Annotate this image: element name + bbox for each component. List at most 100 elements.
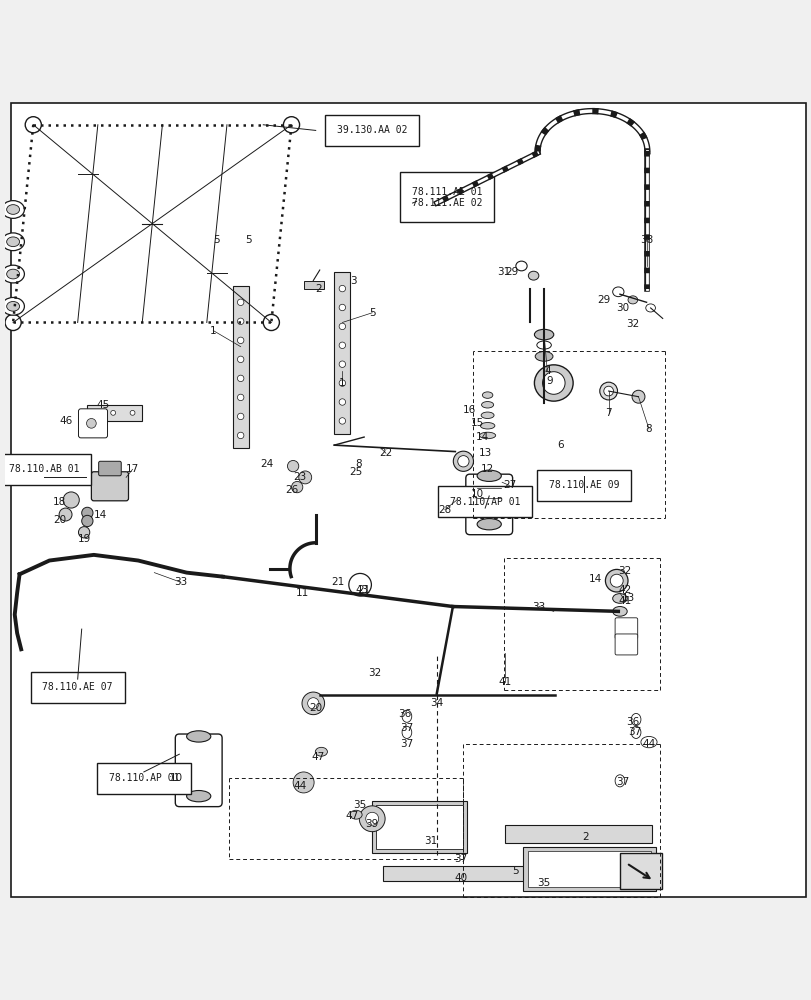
Text: 31: 31 bbox=[424, 836, 437, 846]
Text: 45: 45 bbox=[97, 400, 110, 410]
FancyBboxPatch shape bbox=[619, 853, 661, 889]
Text: 8: 8 bbox=[645, 424, 651, 434]
Circle shape bbox=[59, 508, 72, 521]
Ellipse shape bbox=[515, 261, 526, 271]
Circle shape bbox=[82, 507, 93, 519]
FancyBboxPatch shape bbox=[97, 763, 191, 794]
Circle shape bbox=[263, 314, 279, 331]
Ellipse shape bbox=[627, 296, 637, 304]
Ellipse shape bbox=[2, 233, 24, 251]
Circle shape bbox=[339, 361, 345, 367]
Circle shape bbox=[287, 460, 298, 472]
FancyBboxPatch shape bbox=[98, 461, 121, 476]
Text: 35: 35 bbox=[537, 878, 550, 888]
Ellipse shape bbox=[612, 594, 626, 603]
Text: 37: 37 bbox=[615, 777, 629, 787]
Text: 13: 13 bbox=[478, 448, 491, 458]
Ellipse shape bbox=[605, 569, 627, 592]
FancyBboxPatch shape bbox=[232, 286, 248, 448]
Circle shape bbox=[130, 410, 135, 415]
Ellipse shape bbox=[401, 726, 411, 738]
FancyBboxPatch shape bbox=[79, 409, 107, 438]
Circle shape bbox=[79, 527, 90, 538]
Circle shape bbox=[237, 413, 243, 420]
Ellipse shape bbox=[457, 456, 469, 467]
Text: 21: 21 bbox=[330, 577, 344, 587]
Circle shape bbox=[339, 323, 345, 330]
Circle shape bbox=[237, 318, 243, 325]
FancyBboxPatch shape bbox=[92, 472, 128, 501]
Circle shape bbox=[237, 337, 243, 344]
Text: 5: 5 bbox=[511, 866, 517, 876]
Text: 32: 32 bbox=[625, 319, 639, 329]
Ellipse shape bbox=[479, 432, 495, 439]
Circle shape bbox=[63, 492, 79, 508]
FancyBboxPatch shape bbox=[303, 281, 324, 289]
FancyBboxPatch shape bbox=[615, 618, 637, 639]
Text: 41: 41 bbox=[498, 677, 512, 687]
Ellipse shape bbox=[401, 710, 411, 722]
Circle shape bbox=[358, 806, 384, 832]
Text: 22: 22 bbox=[379, 448, 392, 458]
Text: 20: 20 bbox=[54, 515, 67, 525]
Text: 78.110.AP 01: 78.110.AP 01 bbox=[449, 497, 520, 507]
Text: 3: 3 bbox=[350, 276, 357, 286]
Text: 7: 7 bbox=[604, 408, 611, 418]
Ellipse shape bbox=[6, 269, 19, 279]
Text: 78.110.AE 07: 78.110.AE 07 bbox=[42, 682, 113, 692]
Circle shape bbox=[339, 418, 345, 424]
Text: 40: 40 bbox=[454, 873, 467, 883]
Text: 30: 30 bbox=[615, 303, 629, 313]
FancyBboxPatch shape bbox=[11, 103, 805, 897]
Text: 18: 18 bbox=[54, 497, 67, 507]
Text: 39.130.AA 02: 39.130.AA 02 bbox=[337, 125, 407, 135]
FancyBboxPatch shape bbox=[325, 115, 418, 146]
Circle shape bbox=[5, 314, 21, 331]
FancyBboxPatch shape bbox=[504, 825, 651, 843]
FancyBboxPatch shape bbox=[615, 634, 637, 655]
FancyBboxPatch shape bbox=[375, 805, 463, 849]
FancyBboxPatch shape bbox=[400, 172, 494, 222]
Text: 17: 17 bbox=[126, 464, 139, 474]
Ellipse shape bbox=[6, 205, 19, 214]
FancyBboxPatch shape bbox=[382, 866, 582, 881]
Text: 24: 24 bbox=[260, 459, 273, 469]
Text: 37: 37 bbox=[454, 854, 467, 864]
Text: 25: 25 bbox=[349, 467, 363, 477]
Text: 78.111.AE 01
78.111.AE 02: 78.111.AE 01 78.111.AE 02 bbox=[411, 187, 482, 208]
Text: 26: 26 bbox=[285, 485, 298, 495]
Text: 13: 13 bbox=[620, 593, 634, 603]
Text: 20: 20 bbox=[309, 703, 322, 713]
Text: 2: 2 bbox=[315, 284, 321, 294]
Text: 10: 10 bbox=[470, 489, 483, 499]
Text: 78.110.AB 01: 78.110.AB 01 bbox=[9, 464, 79, 474]
Ellipse shape bbox=[631, 390, 644, 403]
Ellipse shape bbox=[481, 402, 493, 408]
FancyBboxPatch shape bbox=[537, 470, 631, 501]
Ellipse shape bbox=[480, 423, 494, 429]
Text: 10: 10 bbox=[169, 773, 182, 783]
Circle shape bbox=[302, 692, 324, 715]
Circle shape bbox=[93, 410, 97, 415]
Text: 33: 33 bbox=[532, 602, 545, 612]
Text: 12: 12 bbox=[480, 464, 494, 474]
Ellipse shape bbox=[645, 304, 654, 312]
Ellipse shape bbox=[612, 607, 626, 616]
Text: 5: 5 bbox=[245, 235, 251, 245]
FancyBboxPatch shape bbox=[0, 454, 91, 485]
Ellipse shape bbox=[315, 747, 327, 756]
Circle shape bbox=[293, 772, 314, 793]
Text: 78.110.AP 01: 78.110.AP 01 bbox=[109, 773, 179, 783]
Text: 38: 38 bbox=[639, 235, 652, 245]
Ellipse shape bbox=[534, 329, 553, 340]
Ellipse shape bbox=[528, 271, 539, 280]
Ellipse shape bbox=[6, 237, 19, 247]
Text: 35: 35 bbox=[353, 800, 367, 810]
Text: 43: 43 bbox=[354, 585, 368, 595]
Text: 36: 36 bbox=[397, 709, 410, 719]
Circle shape bbox=[339, 304, 345, 311]
Text: 39: 39 bbox=[365, 819, 379, 829]
FancyBboxPatch shape bbox=[466, 474, 512, 535]
FancyBboxPatch shape bbox=[31, 672, 124, 703]
Ellipse shape bbox=[350, 810, 362, 819]
